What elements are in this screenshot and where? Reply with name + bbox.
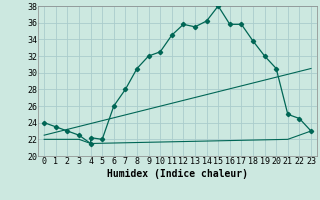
X-axis label: Humidex (Indice chaleur): Humidex (Indice chaleur) (107, 169, 248, 179)
